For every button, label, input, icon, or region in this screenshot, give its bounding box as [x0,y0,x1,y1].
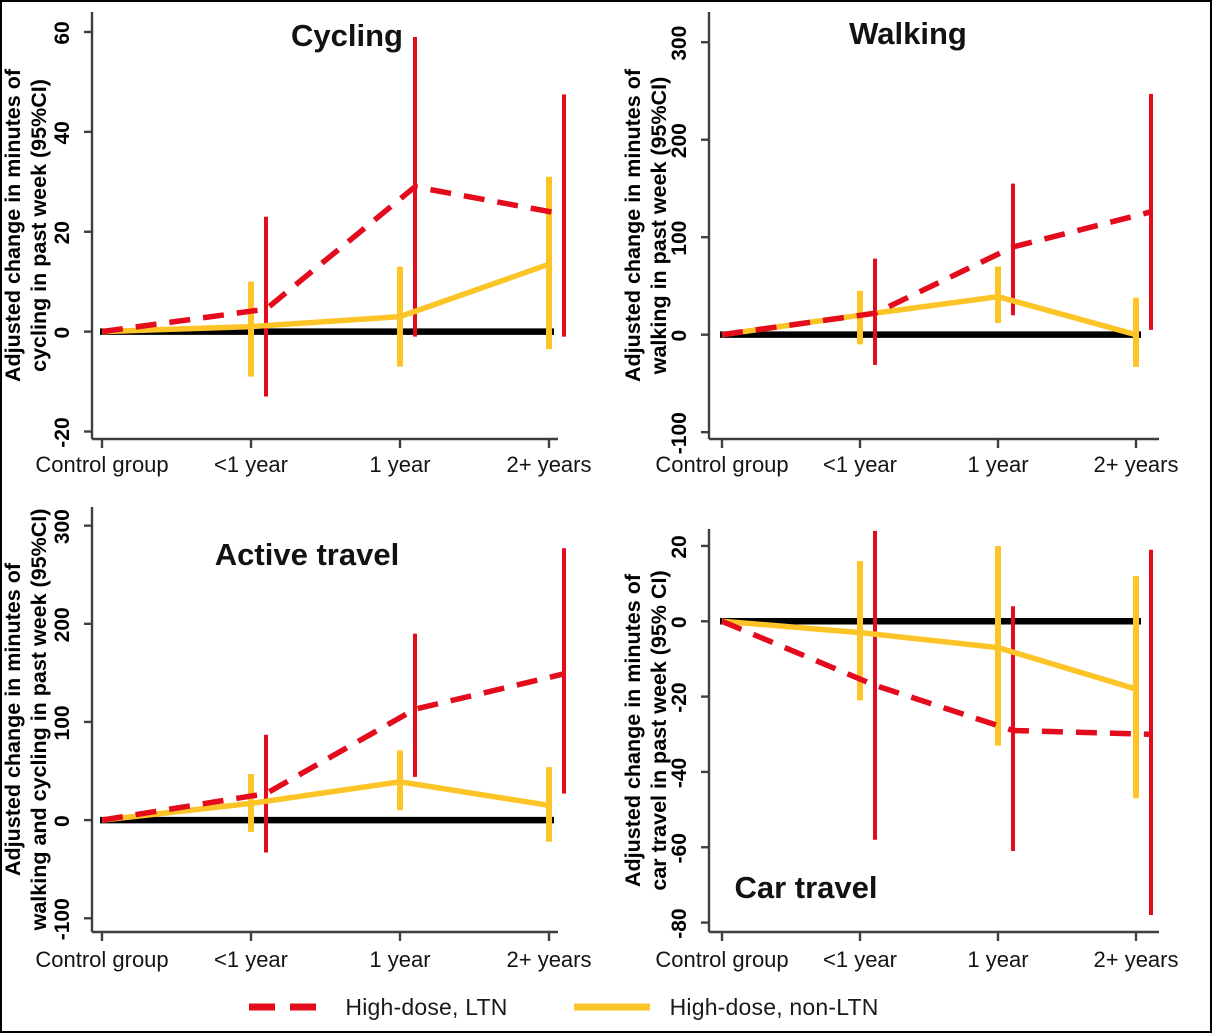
y-axis-title: Adjusted change in minutes of [621,573,645,887]
x-tick-label: <1 year [214,452,288,477]
x-tick-label: 1 year [967,947,1028,972]
y-tick-label: 0 [668,616,691,628]
y-tick-label: -60 [668,833,691,863]
y-tick-label: -100 [668,412,691,454]
x-tick-label: 2+ years [507,452,592,477]
walking-chart: -100 0 100 200 300 Control group <1 year 1 year… [606,2,1210,481]
legend-item-high-dose-non-ltn: High-dose, non-LTN [572,994,879,1021]
y-tick-label: 300 [51,509,74,544]
x-tick-label: 2+ years [507,947,592,972]
panel-title: Walking [849,16,967,51]
x-tick-label: 2+ years [1094,947,1179,972]
y-tick-label: 300 [668,26,691,61]
x-tick-label: <1 year [823,947,897,972]
y-tick-label: 100 [668,221,691,256]
red-dashed-line-swatch [249,1003,326,1011]
x-tick-label: 1 year [369,452,430,477]
series-line [101,183,565,335]
y-tick-label: 60 [51,21,74,44]
y-tick-label: 20 [668,535,691,558]
y-axis-title: Adjusted change in minutes of [621,68,645,382]
x-tick-label: Control group [655,947,788,972]
x-tick-label: Control group [35,947,168,972]
x-tick-label: Control group [655,452,788,477]
y-tick-label: -100 [51,898,74,940]
legend-label-high-dose-ltn: High-dose, LTN [345,993,508,1020]
series-line [721,209,1152,338]
series-line [721,293,1137,338]
series-line [101,671,565,823]
series-line [720,618,1152,738]
legend-label-high-dose-non-ltn: High-dose, non-LTN [669,993,879,1020]
x-tick-label: <1 year [214,947,288,972]
car-travel-chart: 20 0 -20 -40 -60 -80 Control group <1 year 1 yea… [606,481,1210,985]
x-tick-label: <1 year [823,452,897,477]
y-axis-title: Adjusted change in minutes of [2,562,25,876]
panel-title: Car travel [734,870,877,905]
series-line [721,618,1137,692]
active-travel-chart: -100 0 100 200 300 Control group <1 year 1 year… [2,481,606,985]
yellow-solid-line-swatch [573,1003,650,1011]
y-tick-label: -80 [668,908,691,938]
y-tick-label: 0 [51,327,74,339]
x-tick-label: 1 year [369,947,430,972]
y-tick-label: -20 [668,682,691,712]
x-tick-label: 2+ years [1094,452,1179,477]
y-tick-label: 0 [51,815,74,827]
y-axis-title: Adjusted change in minutes of [2,68,25,382]
y-axis-title: walking in past week (95%CI) [647,77,671,376]
series-line [101,779,550,823]
y-axis-title: walking and cycling in past week (95%CI) [27,509,51,932]
y-tick-label: 0 [668,330,691,342]
y-axis-title: cycling in past week (95%CI) [27,79,51,372]
series-line [101,261,550,335]
y-tick-label: 20 [51,221,74,244]
y-tick-label: -40 [668,758,691,788]
y-tick-label: 200 [668,123,691,158]
y-tick-label: 40 [51,121,74,144]
y-tick-label: -20 [51,417,74,447]
y-axis-title: car travel in past week (95% CI) [647,570,671,890]
panel-title: Active travel [215,537,399,572]
x-tick-label: 1 year [967,452,1028,477]
panel-title: Cycling [291,18,403,53]
y-tick-label: 100 [51,705,74,740]
legend: High-dose, LTN High-dose, non-LTN [2,985,1169,1029]
legend-item-high-dose-ltn: High-dose, LTN [247,994,507,1021]
y-tick-label: 200 [51,607,74,642]
x-tick-label: Control group [35,452,168,477]
cycling-chart: -20 0 20 40 60 Control group <1 year 1 year 2+ y… [2,2,606,481]
